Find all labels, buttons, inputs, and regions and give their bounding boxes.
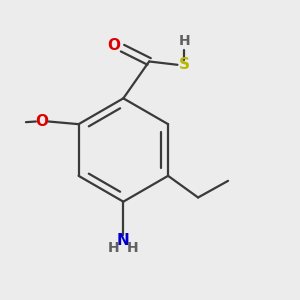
Text: O: O (108, 38, 121, 53)
Text: H: H (127, 241, 139, 255)
Text: N: N (117, 233, 130, 248)
Text: H: H (178, 34, 190, 48)
Text: O: O (35, 114, 48, 129)
Text: S: S (178, 57, 190, 72)
Text: H: H (108, 241, 120, 255)
